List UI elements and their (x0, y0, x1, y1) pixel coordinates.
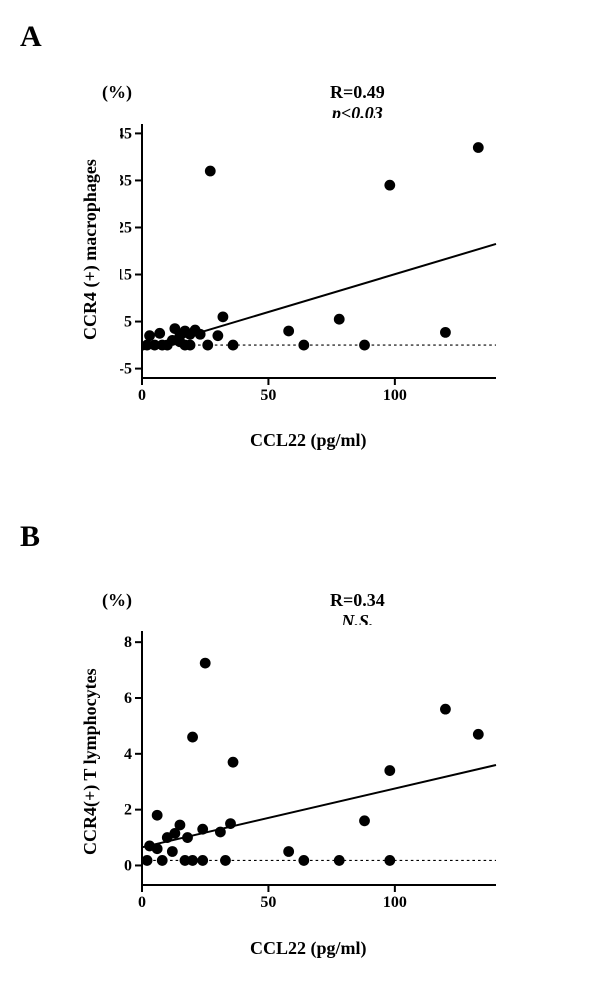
svg-text:15: 15 (120, 267, 132, 284)
panel-b-r-value: R=0.34 (330, 590, 385, 611)
panel-b-xlabel: CCL22 (pg/ml) (250, 938, 367, 959)
figure-page: { "panelA": { "label": "A", "type": "sca… (0, 0, 600, 999)
svg-text:2: 2 (124, 802, 132, 819)
panel-b-label: B (20, 520, 40, 554)
panel-a-ylabel: CCR4 (+) macrophages (80, 159, 101, 340)
svg-text:25: 25 (120, 219, 132, 236)
panel-a-label: A (20, 20, 42, 54)
panel-a-xlabel: CCL22 (pg/ml) (250, 430, 367, 451)
panel-b-yunit: (%) (102, 590, 132, 611)
svg-text:45: 45 (120, 125, 132, 142)
svg-text:100: 100 (383, 894, 407, 911)
svg-text:0: 0 (138, 387, 146, 404)
svg-text:35: 35 (120, 172, 132, 189)
panel-b-scatter-chart: 0 2 4 6 8 0 50 100 (120, 625, 500, 915)
svg-text:4: 4 (124, 746, 132, 763)
svg-text:5: 5 (124, 314, 132, 331)
svg-text:6: 6 (124, 690, 132, 707)
svg-text:0: 0 (138, 894, 146, 911)
svg-text:50: 50 (260, 387, 276, 404)
svg-text:50: 50 (260, 894, 276, 911)
svg-text:100: 100 (383, 387, 407, 404)
svg-text:0: 0 (124, 857, 132, 874)
panel-b-ylabel: CCR4(+) T lymphocytes (80, 668, 101, 855)
panel-a-yunit: (%) (102, 82, 132, 103)
svg-text:-5: -5 (120, 361, 132, 378)
svg-text:8: 8 (124, 634, 132, 651)
panel-a-scatter-chart: -5 5 15 25 35 45 0 50 100 (120, 118, 500, 408)
panel-a-r-value: R=0.49 (330, 82, 385, 103)
